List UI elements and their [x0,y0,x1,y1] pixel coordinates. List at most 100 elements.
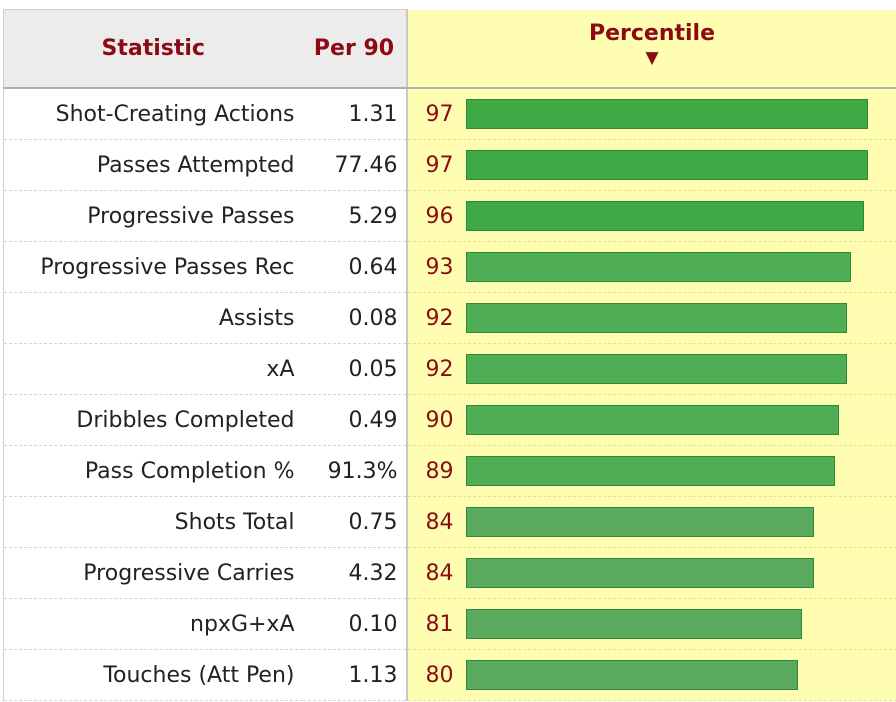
percentile-bar-track [465,354,881,384]
table-row: Progressive Passes Rec 0.64 93 [3,241,896,293]
percentile-cell-content: 97 [408,140,896,190]
percentile-cell-content: 89 [408,446,896,496]
table-row: Dribbles Completed 0.49 90 [3,394,896,446]
percentile-cell: 93 [405,241,896,293]
percentile-cell: 84 [405,496,896,548]
percentile-bar-track [465,609,881,639]
percentile-cell: 80 [405,649,896,701]
table-row: Progressive Passes 5.29 96 [3,190,896,242]
statistic-name: npxG+xA [3,598,303,650]
percentile-bar-track [465,201,881,231]
percentile-value: 92 [425,356,454,382]
statistic-name: Progressive Carries [3,547,303,599]
percentile-value: 80 [425,662,454,688]
percentile-bar [465,354,848,384]
percentile-cell-content: 84 [408,548,896,598]
percentile-bar [465,405,839,435]
percentile-value: 92 [425,305,454,331]
percentile-value: 84 [425,509,454,535]
percentile-bar-track [465,507,881,537]
percentile-bar [465,303,848,333]
statistic-name: Shot-Creating Actions [3,88,303,140]
column-header-per90[interactable]: Per 90 [302,9,407,89]
per90-value: 4.32 [302,547,407,599]
statistic-name: Shots Total [3,496,303,548]
percentile-cell: 90 [405,394,896,446]
percentile-bar-track [465,405,881,435]
table-row: Progressive Carries 4.32 84 [3,547,896,599]
percentile-bar [465,558,815,588]
percentile-cell: 97 [405,88,896,140]
per90-value: 0.08 [302,292,407,344]
percentile-value: 93 [425,254,454,280]
percentile-bar [465,609,802,639]
table-row: Shots Total 0.75 84 [3,496,896,548]
table-row: xA 0.05 92 [3,343,896,395]
table-row: npxG+xA 0.10 81 [3,598,896,650]
percentile-bar [465,201,864,231]
percentile-bar-track [465,660,881,690]
percentile-cell: 96 [405,190,896,242]
per90-value: 1.13 [302,649,407,701]
column-header-percentile[interactable]: Percentile ▼ [405,9,896,89]
percentile-bar [465,660,798,690]
percentile-cell-content: 81 [408,599,896,649]
percentile-bar-track [465,252,881,282]
table-row: Touches (Att Pen) 1.13 80 [3,649,896,701]
column-header-statistic[interactable]: Statistic [3,9,303,89]
percentile-cell-content: 96 [408,191,896,241]
table-row: Passes Attempted 77.46 97 [3,139,896,191]
percentile-bar-track [465,150,881,180]
percentile-cell-content: 92 [408,344,896,394]
statistic-name: Progressive Passes [3,190,303,242]
per90-value: 0.64 [302,241,407,293]
percentile-bar [465,507,815,537]
percentile-bar [465,252,852,282]
percentile-cell: 81 [405,598,896,650]
statistic-name: Progressive Passes Rec [3,241,303,293]
percentile-value: 90 [425,407,454,433]
percentile-header-label: Percentile [588,21,716,47]
table-header-row: Statistic Per 90 Percentile ▼ [3,9,896,89]
percentile-bar-track [465,558,881,588]
percentile-cell-content: 92 [408,293,896,343]
percentile-bar [465,99,869,129]
percentile-cell-content: 93 [408,242,896,292]
per90-value: 5.29 [302,190,407,242]
per90-value: 0.75 [302,496,407,548]
percentile-cell: 84 [405,547,896,599]
percentile-value: 96 [425,203,454,229]
percentile-table: Statistic Per 90 Percentile ▼ Shot-Creat… [3,9,896,701]
percentile-cell-content: 84 [408,497,896,547]
percentile-cell-content: 80 [408,650,896,700]
percentile-bar [465,456,835,486]
percentile-bar-track [465,99,881,129]
percentile-value: 89 [425,458,454,484]
percentile-value: 81 [425,611,454,637]
per90-value: 91.3% [302,445,407,497]
percentile-value: 84 [425,560,454,586]
percentile-cell: 92 [405,292,896,344]
percentile-cell: 89 [405,445,896,497]
percentile-cell-content: 90 [408,395,896,445]
per90-value: 0.05 [302,343,407,395]
statistic-name: Passes Attempted [3,139,303,191]
table-row: Shot-Creating Actions 1.31 97 [3,88,896,140]
percentile-bar [465,150,869,180]
percentile-cell-content: 97 [408,89,896,139]
statistic-name: Dribbles Completed [3,394,303,446]
statistic-name: xA [3,343,303,395]
percentile-bar-track [465,303,881,333]
percentile-value: 97 [425,152,454,178]
statistic-name: Assists [3,292,303,344]
percentile-cell: 92 [405,343,896,395]
table-row: Assists 0.08 92 [3,292,896,344]
percentile-value: 97 [425,101,454,127]
statistic-name: Touches (Att Pen) [3,649,303,701]
per90-value: 1.31 [302,88,407,140]
per90-value: 0.49 [302,394,407,446]
table-row: Pass Completion % 91.3% 89 [3,445,896,497]
statistic-name: Pass Completion % [3,445,303,497]
per90-value: 0.10 [302,598,407,650]
